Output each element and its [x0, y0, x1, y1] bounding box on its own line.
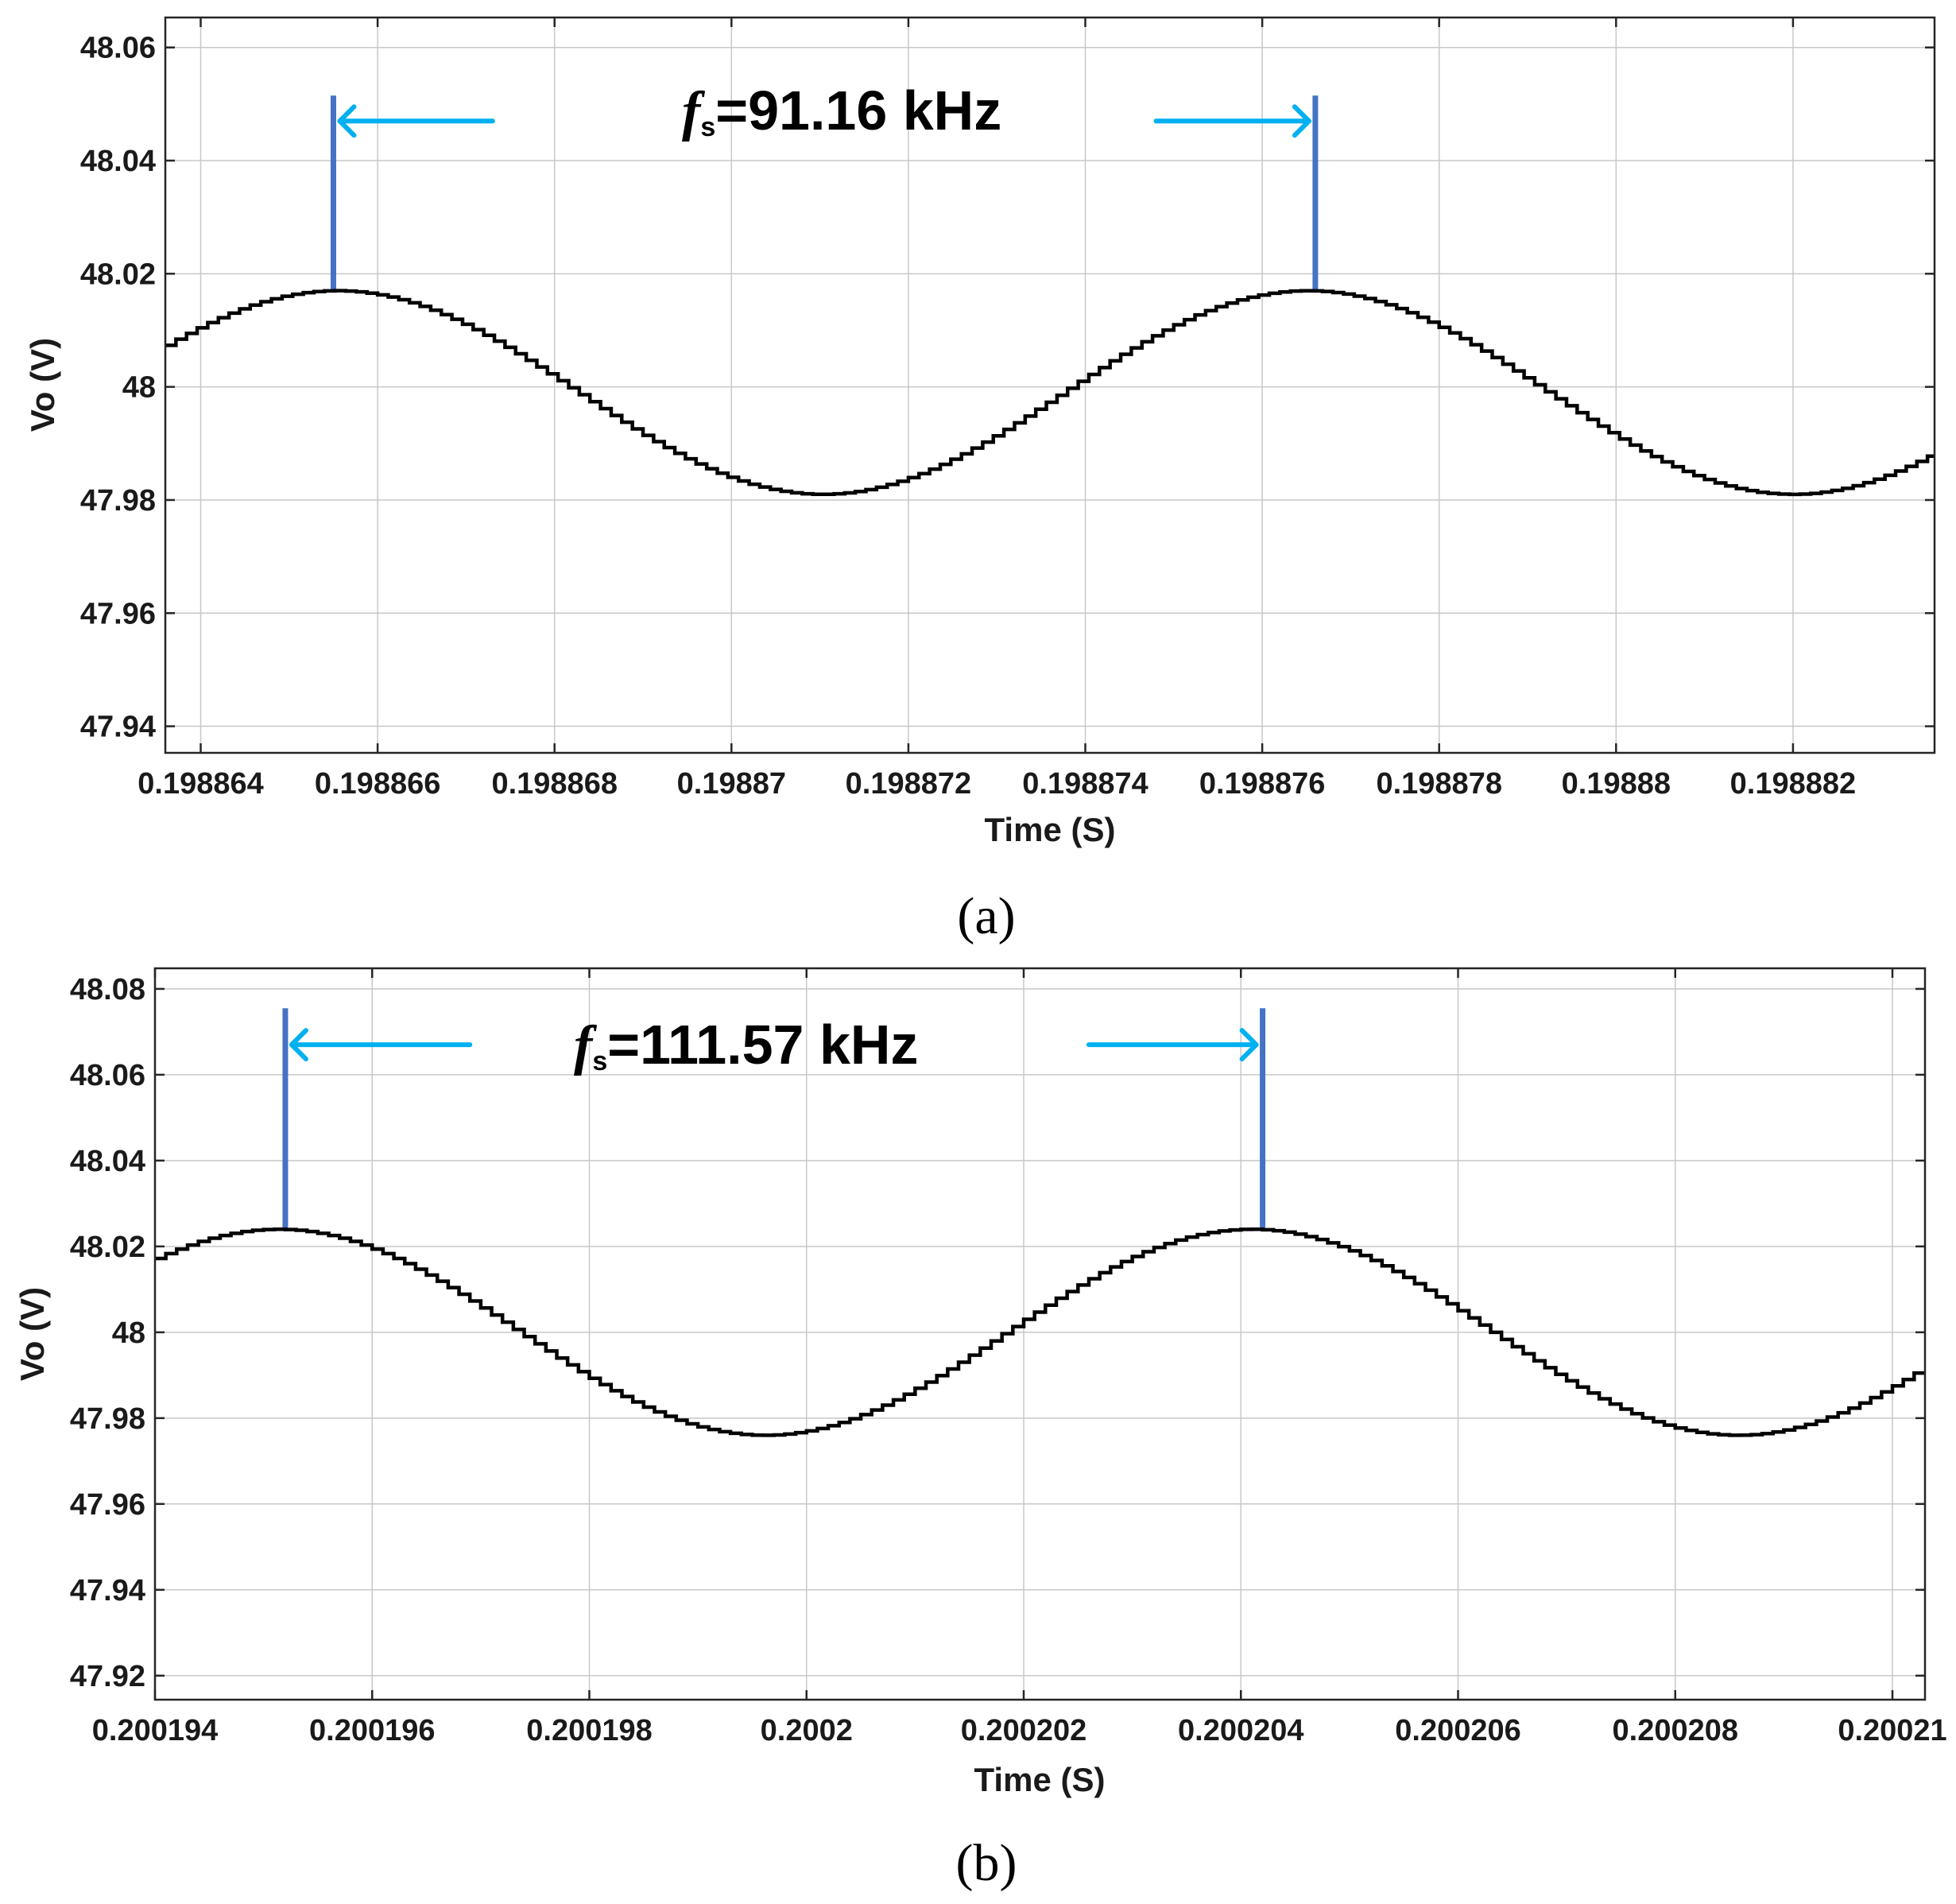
plot-area-b — [155, 968, 1925, 1700]
right-arrowhead-icon — [1239, 1028, 1259, 1062]
plot-frame-a — [164, 16, 1936, 754]
y-tick-label: 48.02 — [70, 1231, 145, 1264]
y-tick-label: 47.94 — [70, 1574, 145, 1607]
x-axis-title-a: Time (S) — [985, 811, 1116, 848]
period-markers-a — [330, 95, 1319, 291]
x-tick-label: 0.19888 — [1562, 767, 1671, 801]
x-tick-label: 0.200194 — [92, 1714, 219, 1747]
frequency-annotation-b: fs=111.57 kHz — [574, 1014, 918, 1076]
x-tick-label: 0.200198 — [526, 1714, 653, 1747]
subscript-s: s — [592, 1046, 607, 1076]
chart-panel-a: 47.94 47.96 47.98 48 48.02 48.04 48.06 0.19886… — [24, 16, 1936, 945]
y-tick-label: 47.94 — [80, 711, 156, 744]
frequency-value: =91.16 kHz — [715, 79, 1001, 142]
x-tick-label: 0.198874 — [1022, 767, 1148, 801]
frequency-annotation-a: fs=91.16 kHz — [682, 79, 1001, 142]
plot-area-a — [165, 17, 1935, 753]
y-tick-label: 47.98 — [70, 1402, 145, 1436]
y-tick-label: 48.08 — [70, 973, 145, 1006]
frequency-value: =111.57 kHz — [607, 1014, 918, 1076]
vo-waveform-b — [155, 1227, 1925, 1437]
chart-panel-b: 47.92 47.94 47.96 47.98 48 48.02 48.04 48.06 48.… — [14, 967, 1947, 1892]
x-tick-label: 0.200206 — [1395, 1714, 1521, 1747]
x-tick-label: 0.200204 — [1178, 1714, 1304, 1747]
x-axis-b: 0.200194 0.200196 0.200198 0.2002 0.200202 0.… — [92, 968, 1947, 1747]
x-tick-label: 0.200208 — [1613, 1714, 1739, 1747]
y-tick-label: 48 — [112, 1317, 145, 1350]
period-markers-b — [282, 1008, 1266, 1230]
y-tick-label: 48.04 — [70, 1145, 145, 1178]
x-tick-label: 0.19887 — [677, 767, 786, 801]
y-tick-label: 48.06 — [70, 1059, 145, 1092]
x-tick-label: 0.198878 — [1376, 767, 1502, 801]
x-tick-label: 0.20021 — [1838, 1714, 1946, 1747]
x-axis-title-b: Time (S) — [974, 1761, 1106, 1798]
y-axis-title-b: Vo (V) — [14, 1287, 51, 1381]
x-tick-label: 0.2002 — [761, 1714, 853, 1747]
gridlines-a — [165, 17, 1935, 753]
y-tick-label: 48.06 — [80, 32, 156, 65]
y-tick-label: 47.96 — [70, 1488, 145, 1522]
y-tick-label: 47.98 — [80, 484, 156, 518]
period-arrows-b — [289, 1028, 1259, 1062]
y-tick-label: 47.96 — [80, 597, 156, 630]
x-tick-label: 0.198864 — [138, 767, 264, 801]
gridlines-b — [154, 968, 1925, 1700]
x-tick-label: 0.198868 — [491, 767, 618, 801]
x-tick-label: 0.198866 — [315, 767, 441, 801]
x-tick-label: 0.198882 — [1730, 767, 1857, 801]
y-tick-label: 48.02 — [80, 258, 156, 291]
y-axis-title-a: Vo (V) — [24, 338, 61, 432]
x-tick-label: 0.200202 — [961, 1714, 1087, 1747]
subscript-s: s — [700, 112, 715, 142]
right-arrowhead-icon — [1292, 104, 1311, 138]
panel-label-a: (a) — [957, 887, 1015, 945]
x-tick-label: 0.200196 — [309, 1714, 436, 1747]
x-tick-label: 0.198872 — [846, 767, 972, 801]
y-tick-label: 48.04 — [80, 145, 156, 178]
left-arrowhead-icon — [337, 104, 357, 138]
x-tick-label: 0.198876 — [1199, 767, 1326, 801]
y-axis-a: 47.94 47.96 47.98 48 48.02 48.04 48.06 — [80, 32, 1935, 744]
plot-frame-b — [153, 967, 1927, 1701]
panel-label-b: (b) — [956, 1834, 1017, 1892]
vo-waveform-a — [165, 289, 1935, 497]
period-arrows-a — [337, 104, 1311, 138]
y-tick-label: 48 — [122, 371, 156, 405]
x-axis-a: 0.198864 0.198866 0.198868 0.19887 0.198872 0… — [138, 17, 1856, 801]
y-axis-b: 47.92 47.94 47.96 47.98 48 48.02 48.04 48.06 48.… — [70, 973, 1925, 1693]
left-arrowhead-icon — [289, 1028, 308, 1062]
y-tick-label: 47.92 — [70, 1660, 145, 1693]
